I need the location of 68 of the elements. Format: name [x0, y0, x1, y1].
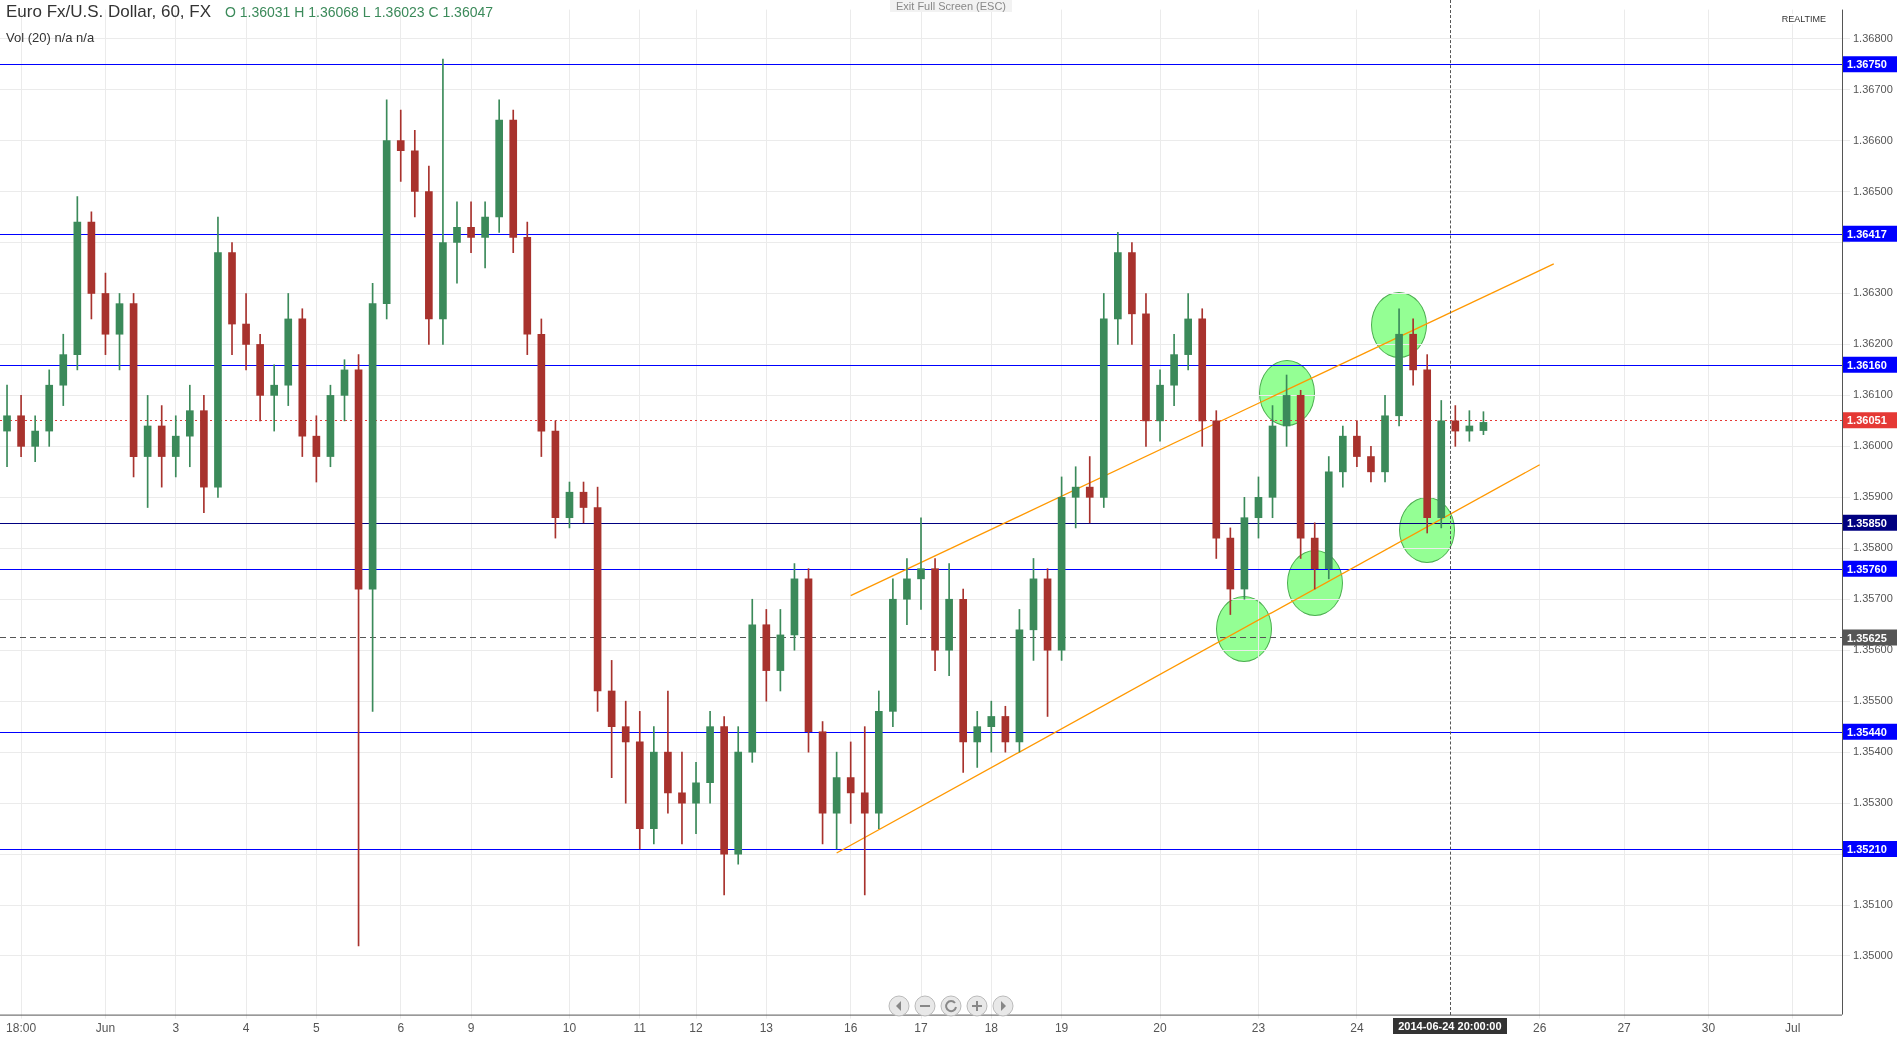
ref-line-label: 1.35850	[1847, 516, 1887, 529]
candlestick	[678, 751, 686, 845]
chart-subtitle: O 1.36031 H 1.36068 L 1.36023 C 1.36047	[225, 4, 494, 20]
candlestick	[1451, 405, 1460, 447]
candlestick	[621, 700, 630, 804]
annotation: Exit Full Screen (ESC)	[890, 0, 1013, 12]
x-tick-label: 16	[844, 1021, 858, 1036]
x-tick-label: Jul	[1785, 1021, 1801, 1036]
text: 2014-06-24 20:00:00	[1393, 1017, 1507, 1034]
ref-line-label: 1.35760	[1847, 562, 1887, 575]
x-tick-label: 6	[397, 1021, 405, 1036]
x-tick-label: 18:00	[6, 1021, 37, 1036]
chart-title: Euro Fx/U.S. Dollar, 60, FX	[6, 2, 212, 21]
y-tick-label: 1.36100	[1853, 388, 1893, 401]
y-tick-label: 1.36600	[1853, 133, 1893, 146]
y-tick-label: 1.35600	[1853, 643, 1893, 656]
ref-line-label: 1.36051	[1847, 414, 1887, 427]
x-tick-label: 4	[242, 1021, 250, 1036]
candlestick	[453, 201, 461, 284]
candlestick	[270, 364, 279, 432]
ref-line-label: 1.36417	[1847, 227, 1887, 240]
candlestick	[987, 700, 996, 753]
x-tick-label: Jun	[95, 1021, 116, 1036]
y-tick-label: 1.36800	[1853, 31, 1893, 44]
candlestick	[467, 201, 475, 254]
x-tick-label: 30	[1701, 1021, 1716, 1036]
x-tick-label: 18	[984, 1021, 999, 1036]
x-tick-label: 10	[562, 1021, 577, 1036]
ref-line-label: 1.35440	[1847, 725, 1887, 738]
ref-line-label: 1.35210	[1847, 843, 1887, 855]
annotation: Vol (20) n/a n/a	[6, 30, 95, 45]
candlestick	[396, 109, 405, 182]
x-tick-label: 11	[633, 1021, 647, 1036]
x-tick-label: 5	[313, 1021, 321, 1036]
x-tick-label: 12	[689, 1021, 704, 1036]
candlestick	[1085, 456, 1094, 524]
x-tick-label: 19	[1054, 1021, 1069, 1036]
y-tick-label: 1.35700	[1853, 592, 1893, 605]
y-tick-label: 1.36200	[1853, 337, 1893, 350]
ref-line-label: 1.35625	[1847, 631, 1887, 644]
x-tick-label: 27	[1617, 1021, 1632, 1036]
x-tick-label: 26	[1533, 1021, 1547, 1036]
candlestick	[846, 741, 855, 824]
y-tick-label: 1.36500	[1853, 184, 1893, 197]
y-tick-label: 1.36000	[1853, 439, 1893, 452]
x-tick-label: 3	[172, 1021, 180, 1036]
y-tick-label: 1.35000	[1853, 949, 1893, 962]
candlestick	[917, 517, 925, 610]
x-tick-label: 13	[759, 1021, 774, 1036]
x-tick-label: 20	[1153, 1021, 1168, 1036]
y-tick-label: 1.35500	[1853, 694, 1893, 707]
x-tick-label: 23	[1251, 1021, 1266, 1036]
y-tick-label: 1.36300	[1853, 286, 1893, 299]
y-tick-label: 1.35800	[1853, 541, 1893, 554]
x-tick-label: 17	[914, 1021, 928, 1036]
ref-line-label: 1.36160	[1847, 358, 1887, 371]
y-tick-label: 1.35400	[1853, 745, 1893, 758]
y-tick-label: 1.35100	[1853, 898, 1893, 911]
candlestick	[1071, 466, 1080, 529]
x-tick-label: 9	[467, 1021, 475, 1036]
y-tick-label: 1.35300	[1853, 796, 1893, 809]
annotation: REALTIME	[1779, 14, 1828, 24]
x-tick-label: 24	[1350, 1021, 1364, 1036]
candlestick	[860, 726, 869, 896]
candlestick	[3, 384, 11, 468]
y-tick-label: 1.35900	[1853, 490, 1893, 503]
y-tick-label: 1.36700	[1853, 82, 1893, 95]
ref-line-label: 1.36750	[1847, 58, 1887, 71]
